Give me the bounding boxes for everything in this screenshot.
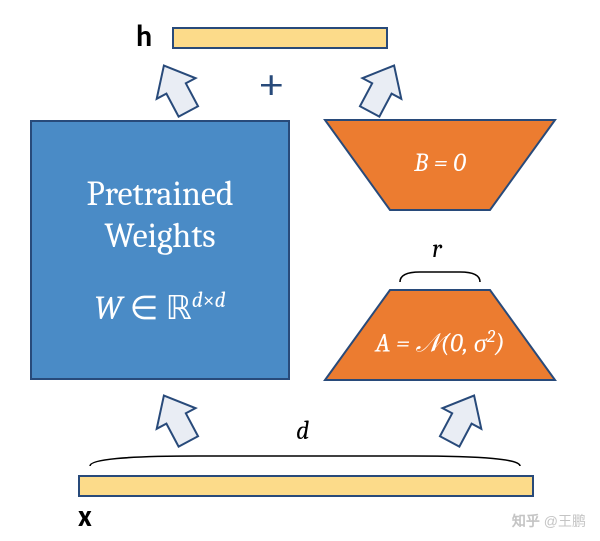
watermark-zhihu: 知乎 <box>512 513 540 529</box>
pretrained-line1: Pretrained <box>86 173 233 216</box>
label-x: x <box>78 498 92 535</box>
vector-x <box>78 475 534 497</box>
lora-diagram: h + Pretrained Weights W ∈ ℝd×d B = 0 A … <box>0 0 600 541</box>
watermark-author: @王鹏 <box>544 513 586 529</box>
matrix-B-label: B = 0 <box>380 148 500 178</box>
pretrained-line2: Weights <box>104 215 215 258</box>
label-d: d <box>296 416 309 446</box>
label-h: h <box>136 18 152 55</box>
pretrained-weights-box: Pretrained Weights W ∈ ℝd×d <box>30 120 290 380</box>
watermark: 知乎 @王鹏 <box>512 511 586 531</box>
vector-h <box>172 27 388 49</box>
plus-icon: + <box>257 60 285 108</box>
pretrained-formula: W ∈ ℝd×d <box>94 288 225 328</box>
label-r: r <box>432 234 442 264</box>
matrix-A-label: A = 𝒩(0, σ2) <box>345 326 535 360</box>
